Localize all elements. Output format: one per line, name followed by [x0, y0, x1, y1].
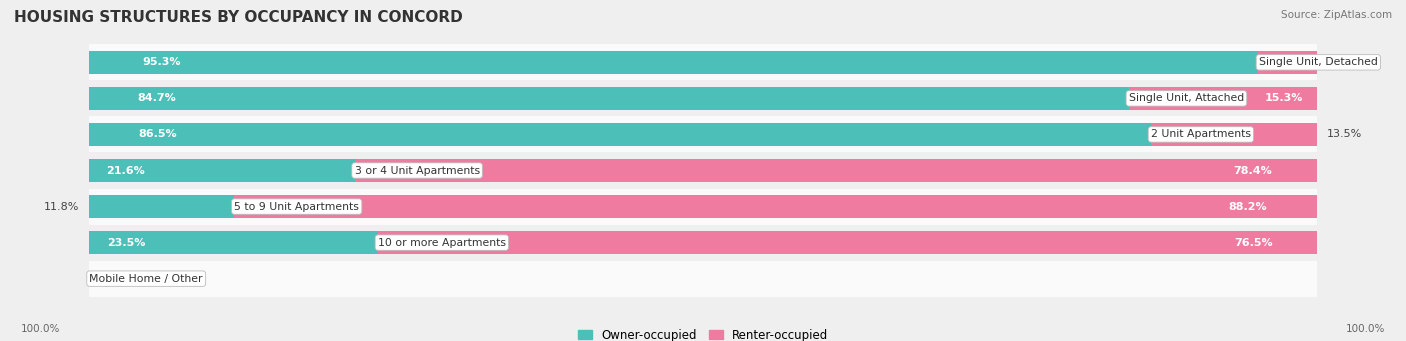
Text: 23.5%: 23.5% — [107, 238, 145, 248]
Text: 15.3%: 15.3% — [1264, 93, 1303, 103]
Bar — [1129, 87, 1316, 109]
Bar — [90, 116, 1316, 152]
Text: 10 or more Apartments: 10 or more Apartments — [378, 238, 506, 248]
Text: 11.8%: 11.8% — [44, 202, 80, 211]
Text: Single Unit, Detached: Single Unit, Detached — [1258, 57, 1378, 68]
Text: 88.2%: 88.2% — [1229, 202, 1267, 211]
Bar — [90, 87, 1129, 109]
Text: 95.3%: 95.3% — [142, 57, 181, 68]
Text: 84.7%: 84.7% — [138, 93, 176, 103]
Text: 100.0%: 100.0% — [21, 324, 60, 334]
Bar — [90, 152, 1316, 189]
Text: Source: ZipAtlas.com: Source: ZipAtlas.com — [1281, 10, 1392, 20]
Bar — [378, 232, 1316, 254]
Legend: Owner-occupied, Renter-occupied: Owner-occupied, Renter-occupied — [572, 324, 834, 341]
Bar — [235, 195, 1316, 218]
Bar — [90, 189, 1316, 225]
Bar — [90, 159, 354, 182]
Text: HOUSING STRUCTURES BY OCCUPANCY IN CONCORD: HOUSING STRUCTURES BY OCCUPANCY IN CONCO… — [14, 10, 463, 25]
Text: 3 or 4 Unit Apartments: 3 or 4 Unit Apartments — [354, 165, 479, 176]
Bar — [90, 80, 1316, 116]
Text: 86.5%: 86.5% — [138, 130, 177, 139]
Text: 100.0%: 100.0% — [1346, 324, 1385, 334]
Bar — [90, 261, 1316, 297]
Text: 76.5%: 76.5% — [1234, 238, 1272, 248]
Bar — [1257, 51, 1316, 74]
Bar — [354, 159, 1316, 182]
Bar — [90, 232, 378, 254]
Bar — [1152, 123, 1316, 146]
Text: 5 to 9 Unit Apartments: 5 to 9 Unit Apartments — [235, 202, 359, 211]
Bar — [90, 44, 1316, 80]
Bar — [90, 195, 235, 218]
Text: 2 Unit Apartments: 2 Unit Apartments — [1152, 130, 1251, 139]
Text: 13.5%: 13.5% — [1326, 130, 1361, 139]
Bar — [90, 51, 1258, 74]
Text: 4.8%: 4.8% — [1326, 57, 1355, 68]
Bar — [90, 225, 1316, 261]
Text: Mobile Home / Other: Mobile Home / Other — [90, 273, 202, 284]
Text: 21.6%: 21.6% — [107, 165, 145, 176]
Bar — [90, 123, 1152, 146]
Text: Single Unit, Attached: Single Unit, Attached — [1129, 93, 1244, 103]
Text: 78.4%: 78.4% — [1233, 165, 1272, 176]
